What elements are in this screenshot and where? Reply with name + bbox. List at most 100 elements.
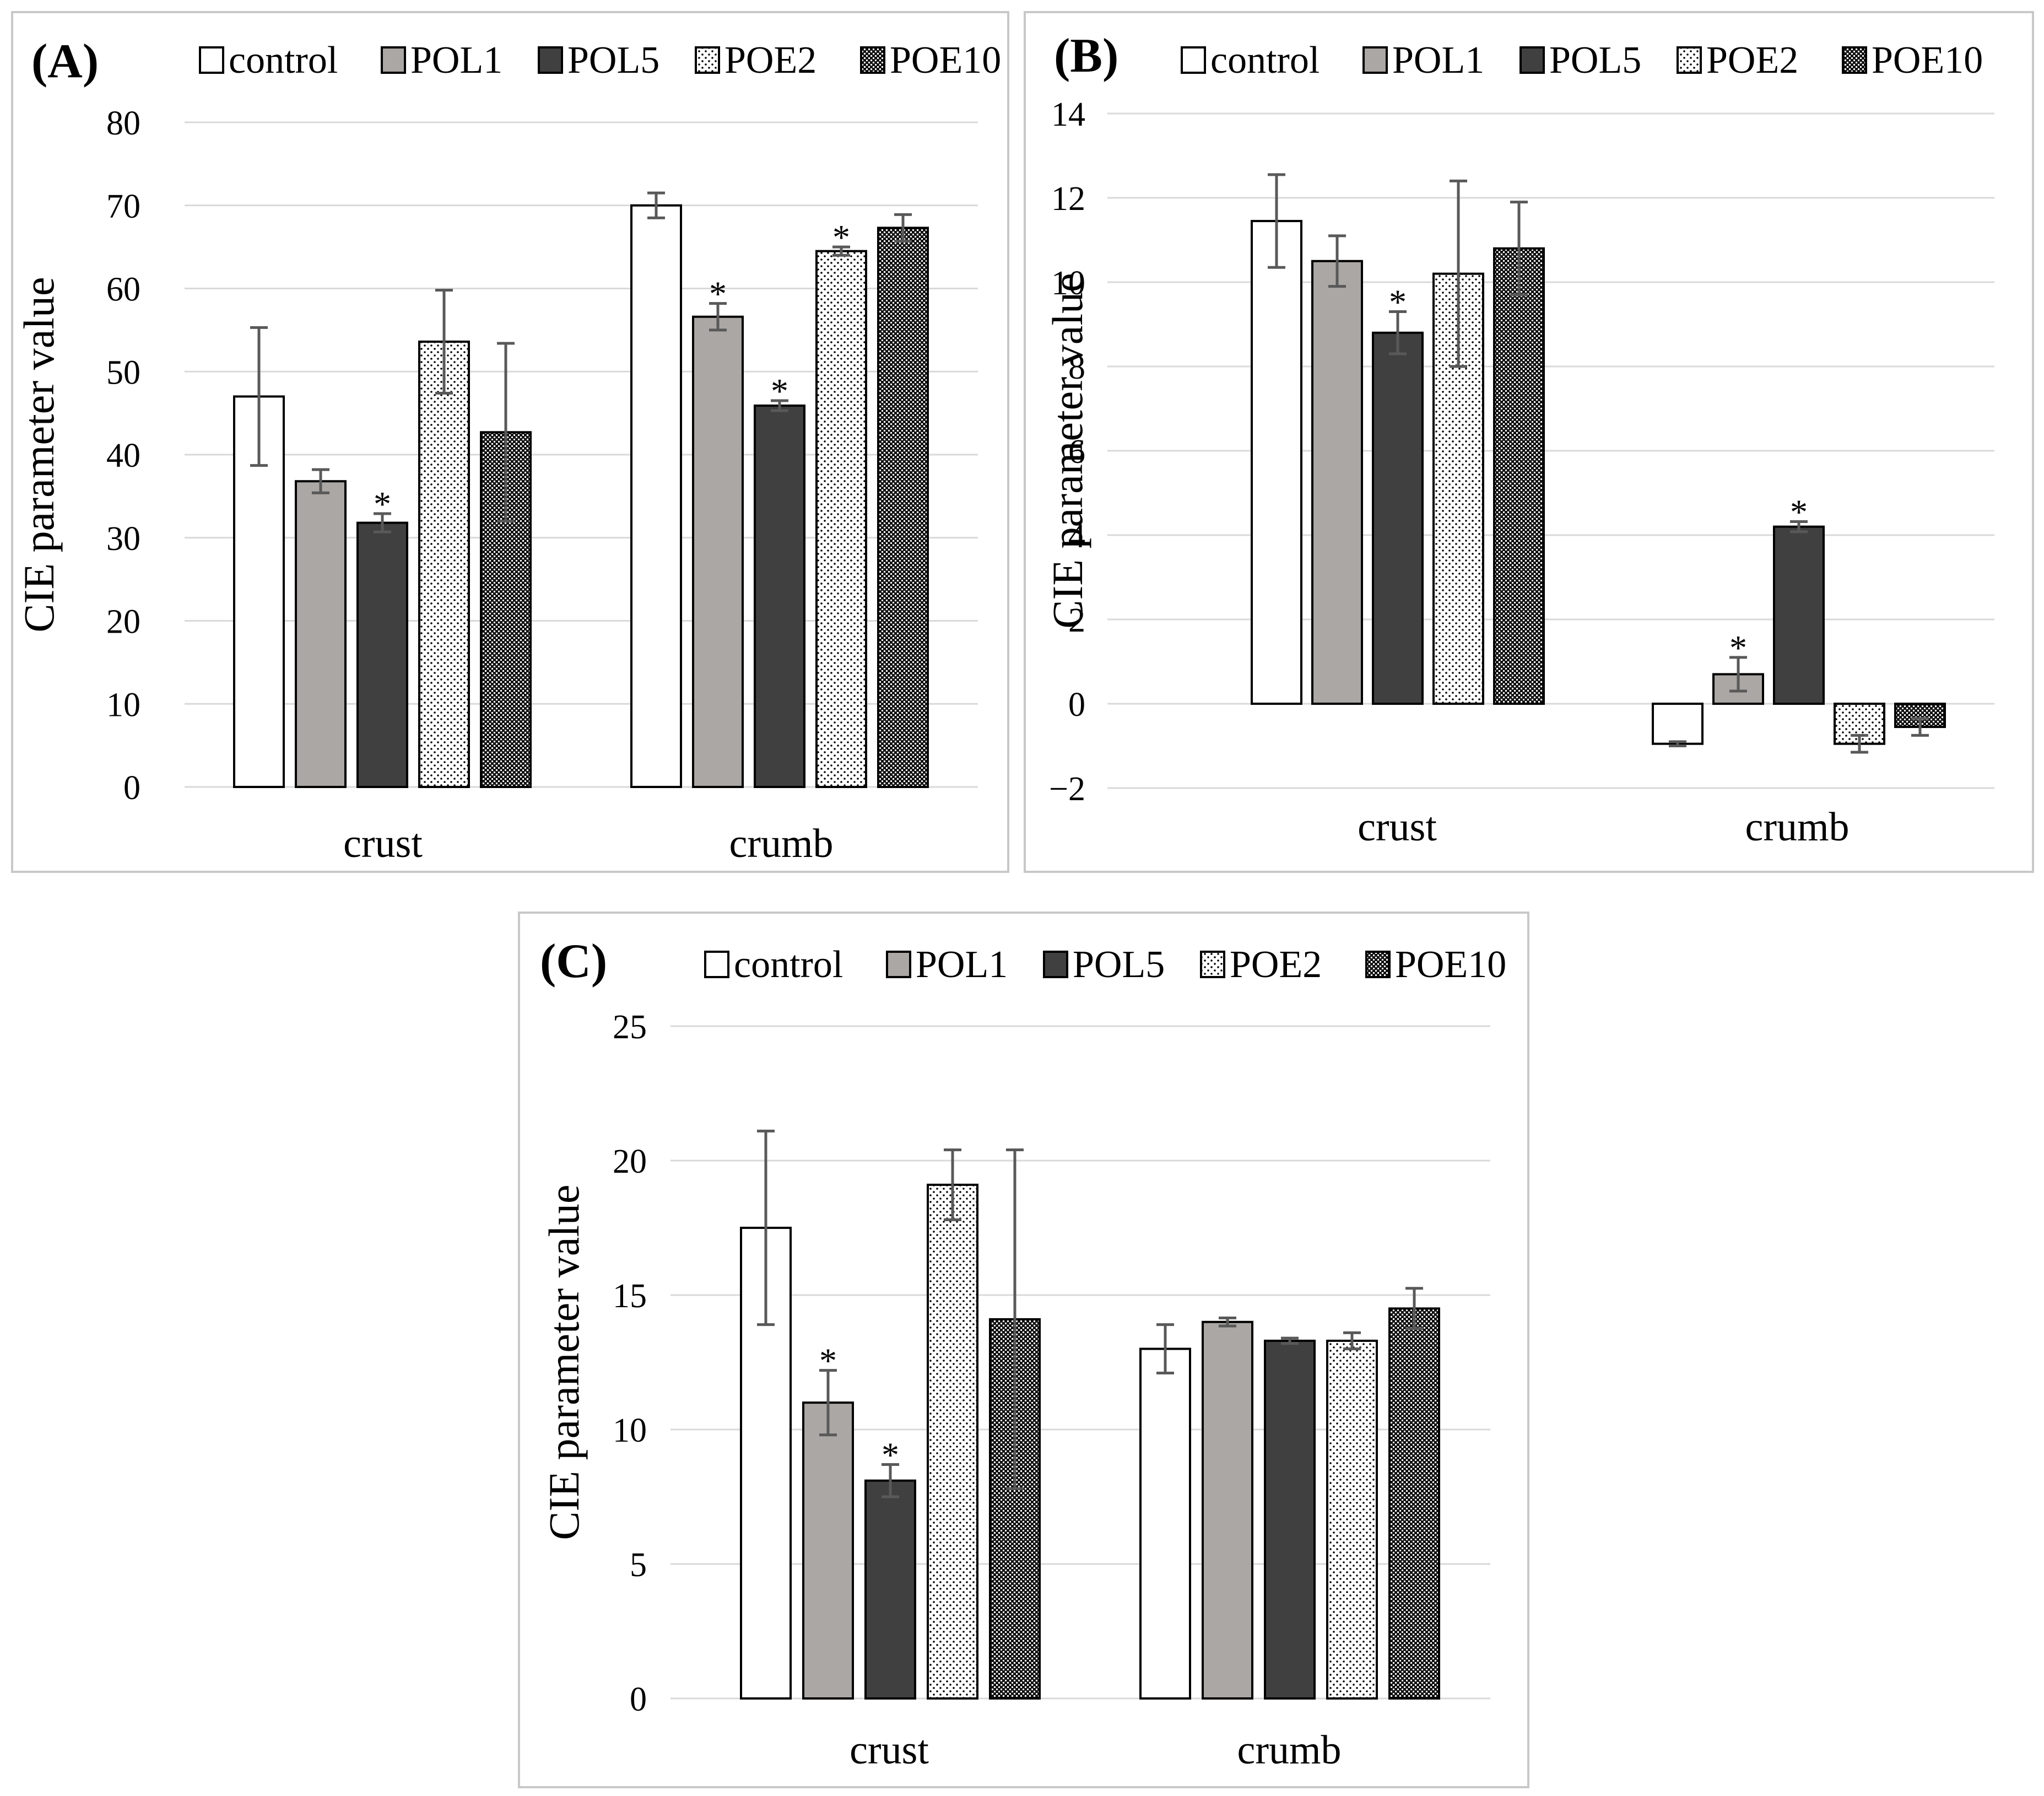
panel-A: 0 10 20 30 40 50 60 70 80 CIE parameter value * * * *… [11,11,1009,873]
legend-label-POE2: POE2 [724,39,816,82]
bar-control-crust [1251,220,1302,705]
bar-POL5-crumb [1264,1339,1316,1700]
y-axis-label: CIE parameter value [15,277,63,632]
y-tick-label: 10 [613,1412,647,1449]
y-tick-label: −2 [1049,770,1085,808]
legend-swatch-control [199,46,224,74]
legend-label-POE2: POE2 [1230,943,1322,986]
bar-POL5-crumb [1773,525,1825,705]
bar-POE10-crust [1493,247,1545,705]
category-label: crust [1358,805,1437,850]
significance-marker: * [709,274,727,314]
bar-POL5-crumb [754,404,805,788]
y-tick-label: 6 [1068,433,1085,471]
panel-C: 0 5 10 15 20 25 CIE parameter value * * crust crum… [518,912,1529,1788]
legend-label-POE10: POE10 [1395,943,1506,986]
bar-POL1-crust [1311,260,1363,705]
y-tick-label: 30 [106,520,140,558]
bar-POL5-crust [864,1479,916,1700]
y-tick-label: 14 [1051,96,1085,133]
y-tick-label: 12 [1051,180,1085,218]
panel-label: (B) [1054,29,1118,83]
legend-label-POL1: POL1 [916,943,1008,986]
significance-marker: * [374,484,391,524]
y-tick-label: 40 [106,437,140,474]
y-tick-label: 10 [1051,265,1085,302]
bar-POL1-crust [802,1401,854,1700]
legend-swatch-POE2 [1200,951,1225,978]
y-tick-label: 50 [106,354,140,391]
bar-POE10-crumb [1388,1307,1440,1700]
y-tick-label: 5 [630,1546,647,1584]
bar-POL5-crust [356,521,408,788]
legend-label-POE10: POE10 [1872,39,1983,82]
y-tick-label: 20 [613,1143,647,1180]
y-axis-label: CIE parameter value [1043,273,1091,628]
legend-label-control: control [1210,39,1320,82]
panel-label: (A) [31,35,99,88]
y-tick-label: 0 [630,1681,647,1718]
bar-POE2-crumb [1326,1339,1378,1700]
legend-label-POL1: POL1 [1392,39,1484,82]
significance-marker: * [832,218,850,257]
bar-POE2-crust [418,340,470,788]
y-tick-label: 8 [1068,349,1085,386]
category-label: crust [850,1728,929,1773]
significance-marker: * [819,1341,837,1380]
category-label: crumb [1745,805,1849,850]
legend-swatch-POL1 [381,46,406,74]
legend-swatch-POL1 [886,951,911,978]
legend-swatch-POE10 [1365,951,1391,978]
bar-POE2-crumb [815,250,867,789]
bar-POL5-crust [1372,331,1424,705]
y-axis-label: CIE parameter value [540,1184,588,1540]
y-tick-label: 0 [1068,686,1085,724]
bar-POE10-crumb [1894,703,1946,729]
y-tick-label: 60 [106,271,140,309]
y-tick-label: 10 [106,686,140,724]
panel-B: −2 0 2 4 6 8 10 12 14 CIE parameter value * * * crust… [1024,11,2034,873]
category-label: crust [343,821,423,866]
y-tick-label: 80 [106,105,140,142]
legend-swatch-POE10 [860,46,885,74]
legend-swatch-POL5 [1520,46,1545,74]
y-tick-label: 15 [613,1277,647,1315]
y-tick-label: 4 [1068,517,1085,555]
significance-marker: * [1790,493,1808,532]
legend-label-control: control [734,943,843,986]
bar-POL1-crumb [1202,1320,1253,1700]
y-tick-label: 20 [106,603,140,641]
y-tick-label: 0 [123,769,140,807]
y-tick-label: 70 [106,188,140,225]
legend-label-control: control [229,39,338,82]
y-tick-label: 25 [613,1008,647,1046]
legend-label-POL5: POL5 [567,39,659,82]
y-tick-label: 2 [1068,602,1085,639]
legend-swatch-POE10 [1842,46,1867,74]
bar-control-crumb [1652,703,1704,745]
legend-swatch-control [1181,46,1206,74]
bar-POE10-crumb [877,226,929,788]
legend-swatch-POE2 [695,46,720,74]
panel-label: (C) [540,935,607,988]
significance-marker: * [1729,628,1747,667]
legend-swatch-POL1 [1362,46,1388,74]
legend-label-POE10: POE10 [890,39,1001,82]
legend-label-POE2: POE2 [1706,39,1798,82]
legend-label-POL5: POL5 [1549,39,1641,82]
legend-label-POL5: POL5 [1073,943,1165,986]
significance-marker: * [1389,283,1407,322]
legend-swatch-control [704,951,729,978]
category-label: crumb [729,821,833,866]
bar-control-crumb [630,204,682,788]
category-label: crumb [1237,1728,1341,1773]
significance-marker: * [771,371,788,411]
significance-marker: * [882,1435,899,1474]
legend-swatch-POL5 [1043,951,1068,978]
bar-POL1-crumb [692,315,744,788]
legend-label-POL1: POL1 [410,39,502,82]
legend-swatch-POE2 [1677,46,1702,74]
bar-POL1-crust [295,480,347,788]
legend-swatch-POL5 [538,46,563,74]
